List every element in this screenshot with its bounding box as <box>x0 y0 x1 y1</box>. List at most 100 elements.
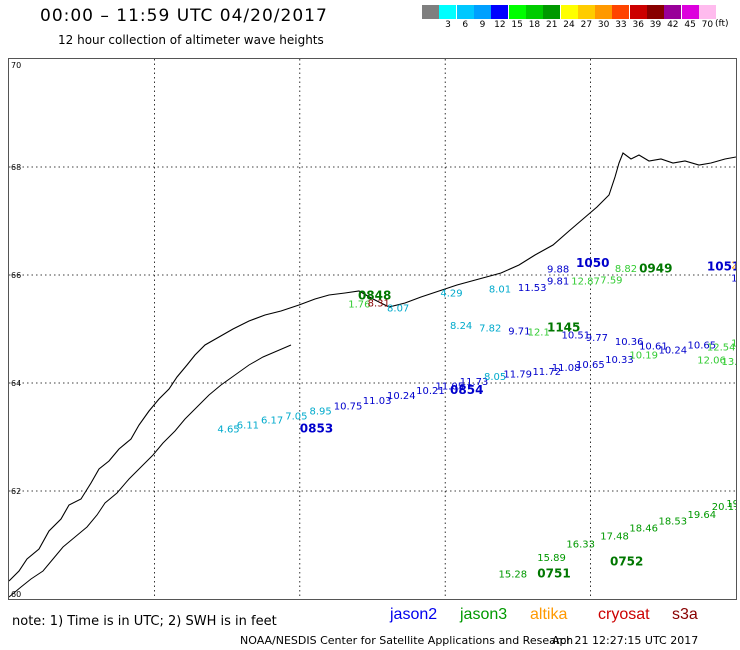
legend-label: 39 <box>649 20 662 30</box>
wave-height-value: 8.82 <box>615 264 637 275</box>
axis-ticks: -45-42-39-36-33-30706866646260 <box>11 61 21 599</box>
legend-swatch: 39 <box>647 5 664 32</box>
legend-label: 33 <box>615 20 627 30</box>
wave-height-value: 4.65 <box>217 425 239 436</box>
legend-label: 9 <box>479 20 486 30</box>
legend-swatch: 9 <box>474 5 492 32</box>
legend-unit: (ft) <box>715 19 729 29</box>
wave-height-value: 12.1 <box>528 327 550 338</box>
wave-height-value: 12.54 <box>707 343 736 354</box>
sat-s3a: s3a <box>672 606 698 623</box>
legend-color-box <box>508 5 526 19</box>
lat-tick-label: 70 <box>11 61 21 70</box>
wave-height-value: 9.88 <box>547 264 569 275</box>
generation-timestamp: Apr 21 12:27:15 UTC 2017 <box>552 634 699 647</box>
wave-height-value: 9.77 <box>586 333 608 344</box>
legend-color-box <box>612 5 630 19</box>
wave-height-value: 10.19 <box>629 351 658 362</box>
legend-color-box <box>560 5 578 19</box>
legend-swatch: 30 <box>595 5 613 32</box>
legend-color-box <box>456 5 474 19</box>
legend-color-box <box>647 5 664 19</box>
legend-swatch: 36 <box>629 5 647 32</box>
pass-time-label: 0854 <box>450 383 483 397</box>
wave-height-value: 7.59 <box>600 276 622 287</box>
legend-label: 18 <box>528 20 541 30</box>
lat-tick-label: 62 <box>11 487 21 496</box>
wave-height-value: 8.31 <box>368 298 390 309</box>
wave-height-value: 10.75 <box>334 401 363 412</box>
wave-height-value: 11.08 <box>552 363 581 374</box>
legend-swatch: 70 <box>698 5 716 32</box>
legend-label: 21 <box>546 20 558 30</box>
lat-tick-label: 68 <box>11 163 21 172</box>
legend-swatch: 18 <box>525 5 543 32</box>
legend-color-box <box>491 5 509 19</box>
wave-height-value: 11.53 <box>518 283 547 294</box>
wave-height-value: 10.65 <box>576 360 605 371</box>
footnote: note: 1) Time is in UTC; 2) SWH is in fe… <box>12 614 277 629</box>
wave-height-value: 8.07 <box>387 304 409 315</box>
wave-height-value: 15.89 <box>537 553 566 564</box>
legend-color-box <box>577 5 595 19</box>
pass-time-label: 0848 <box>358 288 391 302</box>
legend-color-box <box>698 5 716 19</box>
wave-height-value: 8.95 <box>309 406 331 417</box>
wave-height-value: 24.45 <box>731 261 737 272</box>
legend-color-box <box>422 5 440 19</box>
wave-height-value: 4.29 <box>440 289 462 300</box>
pass-time-label: 0853 <box>300 422 333 436</box>
legend-swatch: 42 <box>664 5 682 32</box>
legend-label: 42 <box>667 20 679 30</box>
wave-height-value: 8.01 <box>489 284 511 295</box>
legend-color-box <box>543 5 561 19</box>
lat-tick-label: 66 <box>11 271 21 280</box>
wave-height-value: 11.05 <box>436 381 465 392</box>
legend-swatch: 27 <box>577 5 595 32</box>
wave-height-value: 10.24 <box>387 391 416 402</box>
legend-color-box <box>629 5 647 19</box>
color-legend: 3 6 9 12 15 18 21 24 27 30 33 36 39 42 45 70 <box>422 5 716 32</box>
wave-height-value: 12.06 <box>697 356 726 367</box>
sat-cryosat: cryosat <box>598 606 650 623</box>
wave-height-value: 11.73 <box>460 377 489 388</box>
legend-swatch: 3 <box>439 5 457 32</box>
greenland-coastline <box>9 152 736 582</box>
wave-height-value: 1.76 <box>348 299 370 310</box>
legend-swatch: 45 <box>681 5 699 32</box>
pass-time-label: 0949 <box>639 261 672 275</box>
wave-height-value: 11.72 <box>532 367 561 378</box>
grid-lines <box>9 59 736 599</box>
legend-color-box <box>474 5 492 19</box>
wave-height-value: 11.79 <box>503 370 532 381</box>
legend-swatch: 15 <box>508 5 526 32</box>
legend-label: 45 <box>684 20 696 30</box>
lat-tick-label: 60 <box>11 590 21 599</box>
credit-line: NOAA/NESDIS Center for Satellite Applica… <box>240 634 574 647</box>
wave-height-value: 19.64 <box>688 510 717 521</box>
pass-time-label: 0752 <box>610 555 643 569</box>
wave-height-value: 9.81 <box>547 277 569 288</box>
legend-label: 30 <box>597 20 610 30</box>
wave-height-value: 10.33 <box>605 355 634 366</box>
wave-height-value: 18.46 <box>629 524 658 535</box>
map-title: 00:00 – 11:59 UTC 04/20/2017 <box>40 6 328 26</box>
wave-height-value: 11.03 <box>363 396 392 407</box>
legend-swatch: 21 <box>543 5 561 32</box>
legend-label: 12 <box>494 20 506 30</box>
wave-height-value: 13.48 <box>721 357 737 368</box>
legend-color-box <box>595 5 613 19</box>
legend-color-box <box>439 5 457 19</box>
wave-height-value: 10.36 <box>615 337 644 348</box>
pass-time-label: 1051 <box>707 260 737 274</box>
legend-color-box <box>664 5 682 19</box>
wave-height-value: 19.50 <box>726 499 737 510</box>
legend-label: 15 <box>511 20 523 30</box>
wave-height-value: 18.53 <box>658 516 687 527</box>
legend-label: 27 <box>580 20 593 30</box>
coastline-inner <box>9 344 292 598</box>
wave-height-value: 10.40 <box>731 273 737 284</box>
wave-height-value: 6.11 <box>237 420 259 431</box>
legend-label: 70 <box>701 20 714 30</box>
